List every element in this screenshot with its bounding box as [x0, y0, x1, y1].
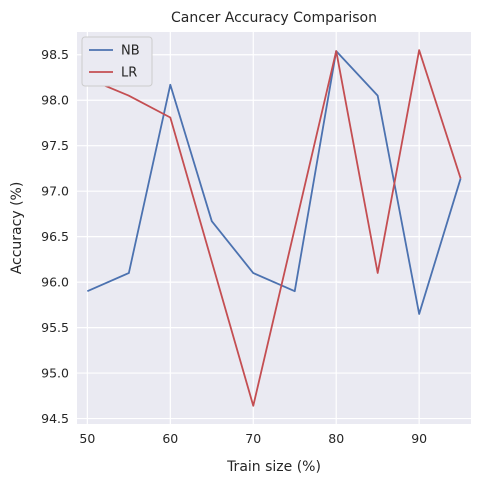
y-tick-label: 97.5	[41, 138, 69, 153]
legend-label-nb: NB	[121, 44, 140, 59]
legend-box	[82, 37, 152, 86]
chart-title: Cancer Accuracy Comparison	[171, 10, 377, 26]
x-tick-label: 50	[79, 431, 95, 446]
legend-label-lr: LR	[121, 66, 137, 81]
y-tick-label: 97.0	[41, 184, 69, 199]
y-axis-label: Accuracy (%)	[9, 182, 25, 275]
x-tick-label: 80	[328, 431, 344, 446]
y-tick-label: 94.5	[41, 411, 69, 426]
x-tick-label: 90	[411, 431, 427, 446]
y-tick-label: 98.5	[41, 47, 69, 62]
y-tick-label: 96.0	[41, 275, 69, 290]
x-tick-label: 70	[245, 431, 261, 446]
y-tick-label: 95.5	[41, 320, 69, 335]
legend: NB LR	[82, 37, 152, 86]
y-tick-label: 96.5	[41, 229, 69, 244]
y-tick-labels: 94.5 95.0 95.5 96.0 96.5 97.0 97.5 98.0 98.5	[41, 47, 69, 426]
x-axis-label: Train size (%)	[226, 459, 321, 475]
y-tick-label: 98.0	[41, 93, 69, 108]
y-tick-label: 95.0	[41, 366, 69, 381]
x-tick-label: 60	[162, 431, 178, 446]
